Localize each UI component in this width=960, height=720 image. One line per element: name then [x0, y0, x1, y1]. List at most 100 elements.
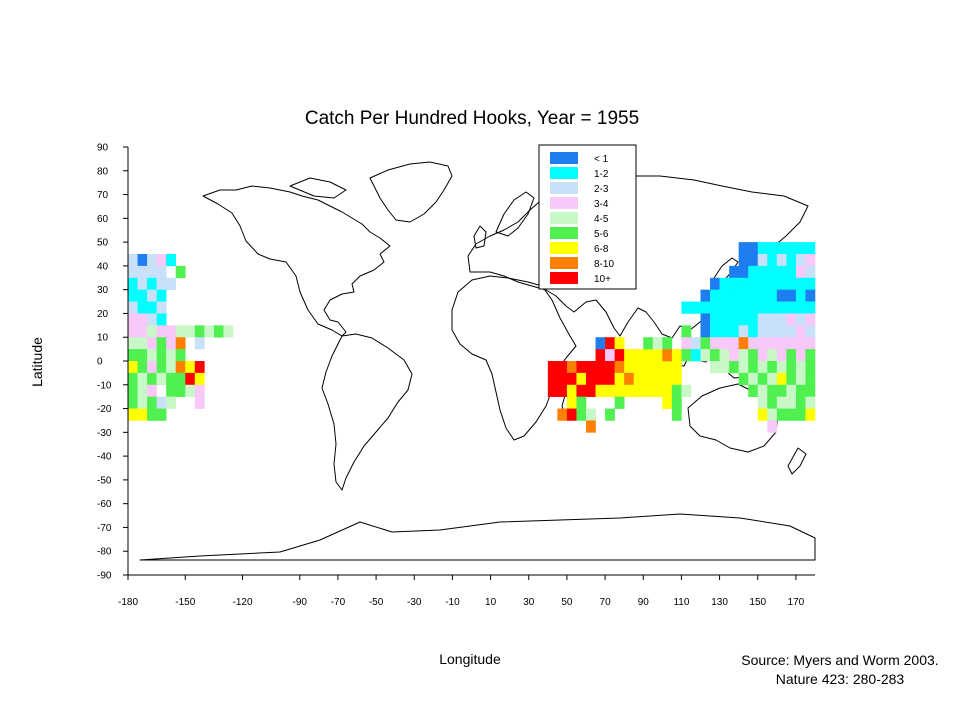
heat-cell [805, 289, 816, 302]
heat-cell [633, 361, 644, 374]
legend-label: 3-4 [594, 199, 609, 210]
heat-cell [757, 337, 768, 350]
heat-cell [776, 289, 787, 302]
heat-cell [175, 349, 186, 362]
heat-cell [194, 325, 205, 338]
heat-cell [786, 372, 797, 386]
heat-cell [776, 325, 787, 338]
heat-cell [643, 384, 654, 397]
heat-cell [738, 289, 749, 302]
legend-label: 4-5 [594, 214, 609, 225]
heat-cell [566, 372, 577, 386]
x-tick-label: 110 [673, 597, 689, 608]
heat-cell [795, 408, 806, 421]
heat-cell [738, 325, 749, 338]
legend-swatch [550, 152, 578, 164]
heat-cell [767, 384, 778, 397]
heat-cell [137, 384, 148, 397]
x-tick-label: -70 [331, 597, 346, 608]
heat-cell [547, 384, 558, 397]
heat-cell [729, 337, 739, 350]
heat-cell [786, 277, 797, 290]
heat-cell [175, 265, 186, 279]
heat-cell [719, 313, 730, 326]
heat-cell [795, 254, 806, 267]
heat-cell [690, 349, 701, 362]
heat-cell [671, 396, 682, 409]
heat-cell [605, 337, 615, 350]
y-tick-label: 60 [97, 214, 109, 225]
heat-cell [748, 277, 759, 290]
heat-cell [748, 242, 759, 255]
heat-cell [662, 337, 673, 350]
heat-cell [586, 372, 596, 386]
heat-cell [566, 384, 577, 397]
heat-cell [595, 361, 606, 374]
y-tick-label: 50 [97, 238, 109, 249]
heat-cell [576, 396, 587, 409]
heat-cell [633, 349, 644, 362]
heat-cell [147, 349, 157, 362]
y-tick-label: -10 [97, 380, 112, 391]
heat-cell [805, 254, 816, 267]
heat-cell [748, 372, 759, 386]
heat-cell [557, 384, 568, 397]
x-tick-label: 10 [485, 597, 497, 608]
legend-label: 10+ [594, 274, 611, 285]
heat-cell [795, 242, 806, 255]
heat-cell [776, 396, 787, 409]
heat-cell [595, 349, 606, 362]
source-line-2: Nature 423: 280-283 [775, 671, 905, 687]
catch-cells [128, 242, 816, 433]
legend-label: 5-6 [594, 229, 609, 240]
heat-cell [786, 265, 797, 279]
heat-cell [662, 396, 673, 409]
heat-cell [757, 325, 768, 338]
heat-cell [757, 408, 768, 421]
y-tick-label: -80 [97, 547, 112, 558]
source-citation: Source: Myers and Worm 2003. Nature 423:… [720, 651, 960, 689]
heat-cell [624, 361, 635, 374]
greenland-outline [369, 161, 453, 223]
heat-cell [662, 384, 673, 397]
heat-cell [671, 408, 682, 421]
y-tick-label: 0 [97, 357, 103, 368]
heat-cell [156, 254, 167, 267]
heat-cell [557, 372, 568, 386]
y-tick-label: -40 [97, 452, 112, 463]
arctic-islands-outline [289, 177, 347, 199]
heat-cell [719, 361, 730, 374]
y-tick-label: 20 [97, 309, 109, 320]
legend-swatch [550, 242, 578, 254]
heat-cell [805, 372, 816, 386]
heat-cell [204, 325, 215, 338]
heat-cell [175, 372, 186, 386]
heat-cell [748, 289, 759, 302]
chart-title: Catch Per Hundred Hooks, Year = 1955 [305, 108, 639, 129]
heat-cell [729, 265, 739, 279]
heat-cell [576, 384, 587, 397]
y-tick-label: 70 [97, 190, 109, 201]
heat-cell [700, 337, 711, 350]
heat-cell [147, 408, 157, 421]
heat-cell [566, 396, 577, 409]
heat-cell [566, 408, 577, 421]
heat-cell [748, 384, 759, 397]
heat-cell [738, 313, 749, 326]
heat-cell [786, 361, 797, 374]
heat-cell [805, 301, 816, 314]
heat-cell [681, 349, 692, 362]
heat-cell [614, 349, 625, 362]
heat-cell [586, 384, 596, 397]
heat-cell [776, 384, 787, 397]
legend-label: 8-10 [594, 259, 614, 270]
heat-cell [729, 325, 739, 338]
heat-cell [156, 408, 167, 421]
heat-cell [643, 361, 654, 374]
heat-cell [767, 361, 778, 374]
heat-cell [128, 372, 138, 386]
heat-cell [795, 349, 806, 362]
heat-cell [156, 277, 167, 290]
heat-cell [595, 372, 606, 386]
heat-cell [576, 372, 587, 386]
